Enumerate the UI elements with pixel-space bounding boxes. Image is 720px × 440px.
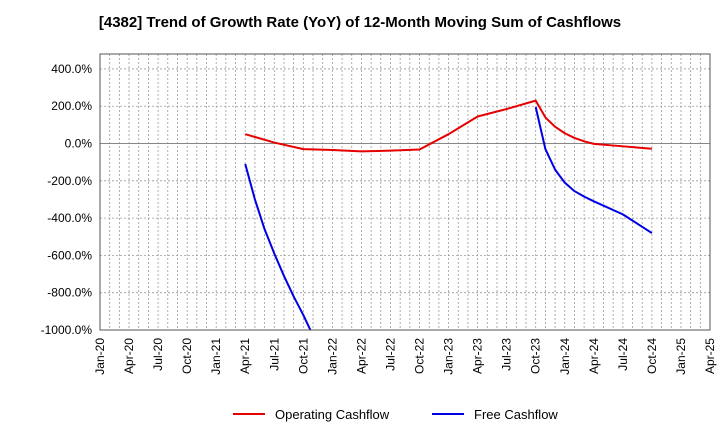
legend-label-free-cashflow: Free Cashflow xyxy=(474,407,558,422)
y-tick-label: 400.0% xyxy=(51,62,92,76)
plot-area xyxy=(100,54,710,330)
x-tick-label: Apr-21 xyxy=(238,338,252,374)
series-layer xyxy=(244,99,653,330)
x-tick-labels: Jan-20 Apr-20 Jul-20 Oct-20 Jan-21 Apr-21 Jul-… xyxy=(93,338,717,375)
legend-label-operating-cashflow: Operating Cashflow xyxy=(275,407,390,422)
y-tick-label: 200.0% xyxy=(51,99,92,113)
x-tick-label: Apr-24 xyxy=(587,338,601,374)
series-line-operating-cashflow xyxy=(244,99,652,153)
grid-layer xyxy=(99,54,711,331)
y-tick-label: -1000.0% xyxy=(41,323,93,337)
x-tick-label: Jul-24 xyxy=(616,338,630,371)
x-tick-label: Apr-25 xyxy=(703,338,717,374)
x-tick-label: Jul-20 xyxy=(151,338,165,371)
x-tick-label: Apr-20 xyxy=(122,338,136,374)
x-tick-label: Apr-23 xyxy=(471,338,485,374)
x-tick-label: Jul-21 xyxy=(267,338,281,371)
x-tick-label: Oct-20 xyxy=(180,338,194,374)
y-tick-label: -600.0% xyxy=(47,248,92,262)
x-tick-label: Apr-22 xyxy=(354,338,368,374)
x-tick-label: Jan-22 xyxy=(325,338,339,375)
x-tick-label: Jan-21 xyxy=(209,338,223,375)
x-tick-label: Oct-23 xyxy=(529,338,543,374)
x-tick-label: Jul-23 xyxy=(500,338,514,371)
x-tick-label: Jul-22 xyxy=(383,338,397,371)
y-tick-labels: 400.0% 200.0% 0.0% -200.0% -400.0% -600.0% -80… xyxy=(41,62,93,337)
series-line-free-cashflow xyxy=(244,106,653,330)
x-tick-label: Jan-20 xyxy=(93,338,107,375)
x-tick-label: Oct-24 xyxy=(645,338,659,374)
x-tick-label: Jan-24 xyxy=(558,338,572,375)
x-tick-label: Jan-23 xyxy=(442,338,456,375)
y-tick-label: -800.0% xyxy=(47,286,92,300)
legend: Operating Cashflow Free Cashflow xyxy=(233,407,558,422)
x-tick-label: Oct-21 xyxy=(296,338,310,374)
y-tick-label: -200.0% xyxy=(47,174,92,188)
y-tick-label: -400.0% xyxy=(47,211,92,225)
x-tick-label: Oct-22 xyxy=(413,338,427,374)
plot-frame xyxy=(99,53,711,331)
y-tick-label: 0.0% xyxy=(65,137,93,151)
chart-title: [4382] Trend of Growth Rate (YoY) of 12-… xyxy=(98,14,622,31)
x-tick-label: Jan-25 xyxy=(674,338,688,375)
